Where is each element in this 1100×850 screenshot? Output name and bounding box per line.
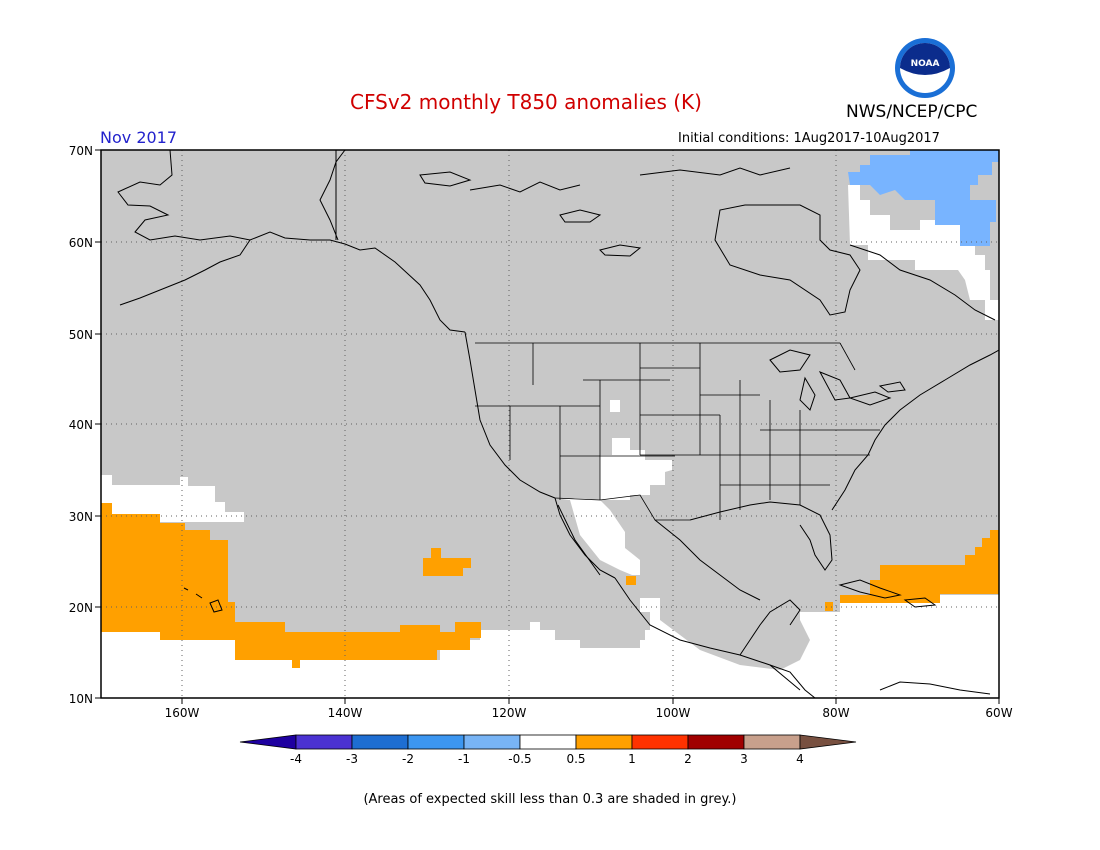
lat-label: 60N (69, 236, 93, 250)
near-normal-regions (101, 185, 999, 698)
coastlines (117, 150, 999, 698)
longitude-labels: 160W 140W 120W 100W 80W 60W (165, 706, 1013, 720)
skill-footnote: (Areas of expected skill less than 0.3 a… (363, 792, 737, 807)
latitude-labels: 70N 60N 50N 40N 30N 20N 10N (69, 144, 93, 706)
lon-label: 140W (328, 706, 363, 720)
lon-label: 100W (656, 706, 691, 720)
lon-label: 120W (492, 706, 527, 720)
political-borders (475, 342, 880, 521)
lat-label: 70N (69, 144, 93, 158)
agency-label: NWS/NCEP/CPC (846, 102, 978, 122)
axis-ticks (95, 149, 1000, 704)
lat-label: 10N (69, 692, 93, 706)
forecast-month: Nov 2017 (100, 128, 178, 147)
lat-label: 50N (69, 328, 93, 342)
lat-label: 20N (69, 601, 93, 615)
positive-anomaly-regions (101, 503, 999, 668)
lat-label: 40N (69, 418, 93, 432)
negative-anomaly-region (848, 150, 999, 246)
lon-label: 80W (822, 706, 849, 720)
lon-label: 60W (985, 706, 1012, 720)
lat-label: 30N (69, 510, 93, 524)
initial-conditions-label: Initial conditions: 1Aug2017-10Aug2017 (678, 131, 940, 146)
lon-label: 160W (165, 706, 200, 720)
map-title: CFSv2 monthly T850 anomalies (K) (350, 90, 702, 114)
